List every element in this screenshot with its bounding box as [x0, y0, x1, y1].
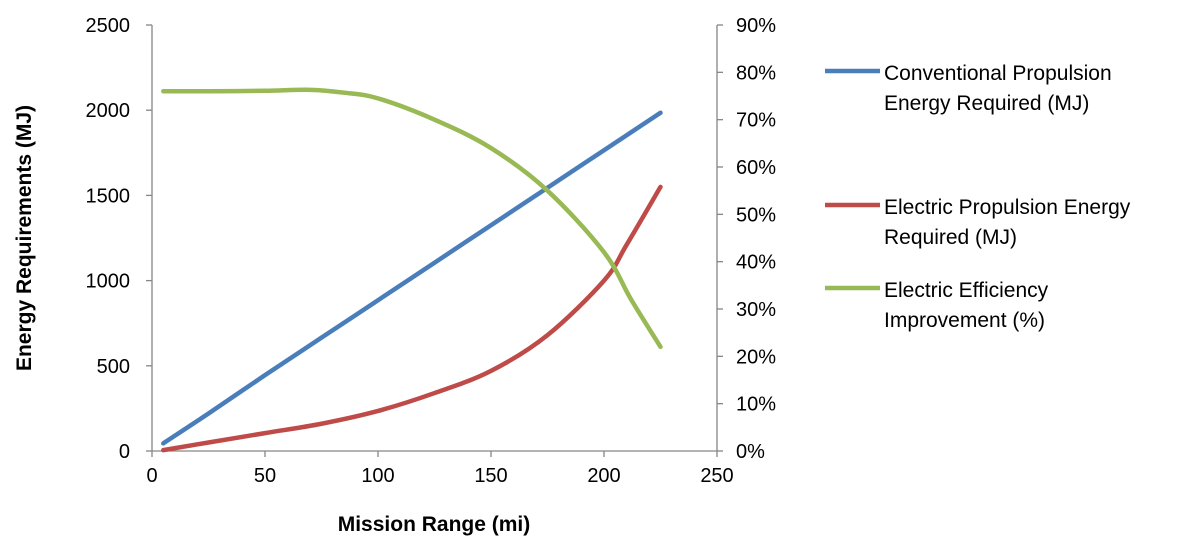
- x-tick-label: 200: [587, 465, 620, 487]
- x-axis-title: Mission Range (mi): [338, 513, 531, 536]
- legend-entry-electric: Electric Propulsion Energy Required (MJ): [825, 196, 1131, 249]
- legend-label-conventional-line1: Conventional Propulsion: [884, 62, 1112, 85]
- legend-label-electric-line2: Required (MJ): [884, 226, 1017, 249]
- series-layer: [161, 87, 663, 453]
- y-tick-label: 500: [97, 356, 130, 378]
- y2-tick-label: 50%: [736, 204, 776, 226]
- x-tick-label: 150: [474, 465, 507, 487]
- tick-labels: 0 50 100 150 200 250050010001500200025000%10%…: [86, 15, 777, 487]
- y2-tick-label: 60%: [736, 157, 776, 179]
- y-tick-label: 0: [119, 441, 130, 463]
- y2-tick-label: 0%: [736, 441, 765, 463]
- y-axis-title: Energy Requirements (MJ): [13, 105, 36, 371]
- y2-tick-label: 80%: [736, 62, 776, 84]
- y-tick-label: 2500: [86, 15, 131, 37]
- y2-tick-label: 10%: [736, 394, 776, 416]
- y2-tick-label: 70%: [736, 110, 776, 132]
- y2-tick-label: 30%: [736, 299, 776, 321]
- y2-tick-label: 40%: [736, 252, 776, 274]
- legend: Conventional Propulsion Energy Required …: [825, 62, 1131, 332]
- legend-label-electric-line1: Electric Propulsion Energy: [884, 196, 1131, 219]
- legend-label-conventional-line2: Energy Required (MJ): [884, 92, 1089, 115]
- legend-label-efficiency-line1: Electric Efficiency: [884, 279, 1049, 302]
- y-tick-label: 1500: [86, 185, 131, 207]
- x-tick-label: 50: [254, 465, 276, 487]
- legend-label-efficiency-line2: Improvement (%): [884, 309, 1045, 332]
- y-tick-label: 2000: [86, 100, 131, 122]
- y2-tick-label: 90%: [736, 15, 776, 37]
- axis-ticks: [146, 24, 723, 457]
- x-tick-label: 100: [361, 465, 394, 487]
- x-tick-label: 0: [146, 465, 157, 487]
- series-line-conventional: [161, 110, 663, 446]
- y-tick-label: 1000: [86, 271, 131, 293]
- series-line-efficiency: [161, 87, 663, 350]
- series-line-electric: [161, 184, 663, 453]
- x-tick-label: 250: [700, 465, 733, 487]
- legend-entry-efficiency: Electric Efficiency Improvement (%): [825, 279, 1049, 332]
- legend-entry-conventional: Conventional Propulsion Energy Required …: [825, 62, 1112, 115]
- y2-tick-label: 20%: [736, 346, 776, 368]
